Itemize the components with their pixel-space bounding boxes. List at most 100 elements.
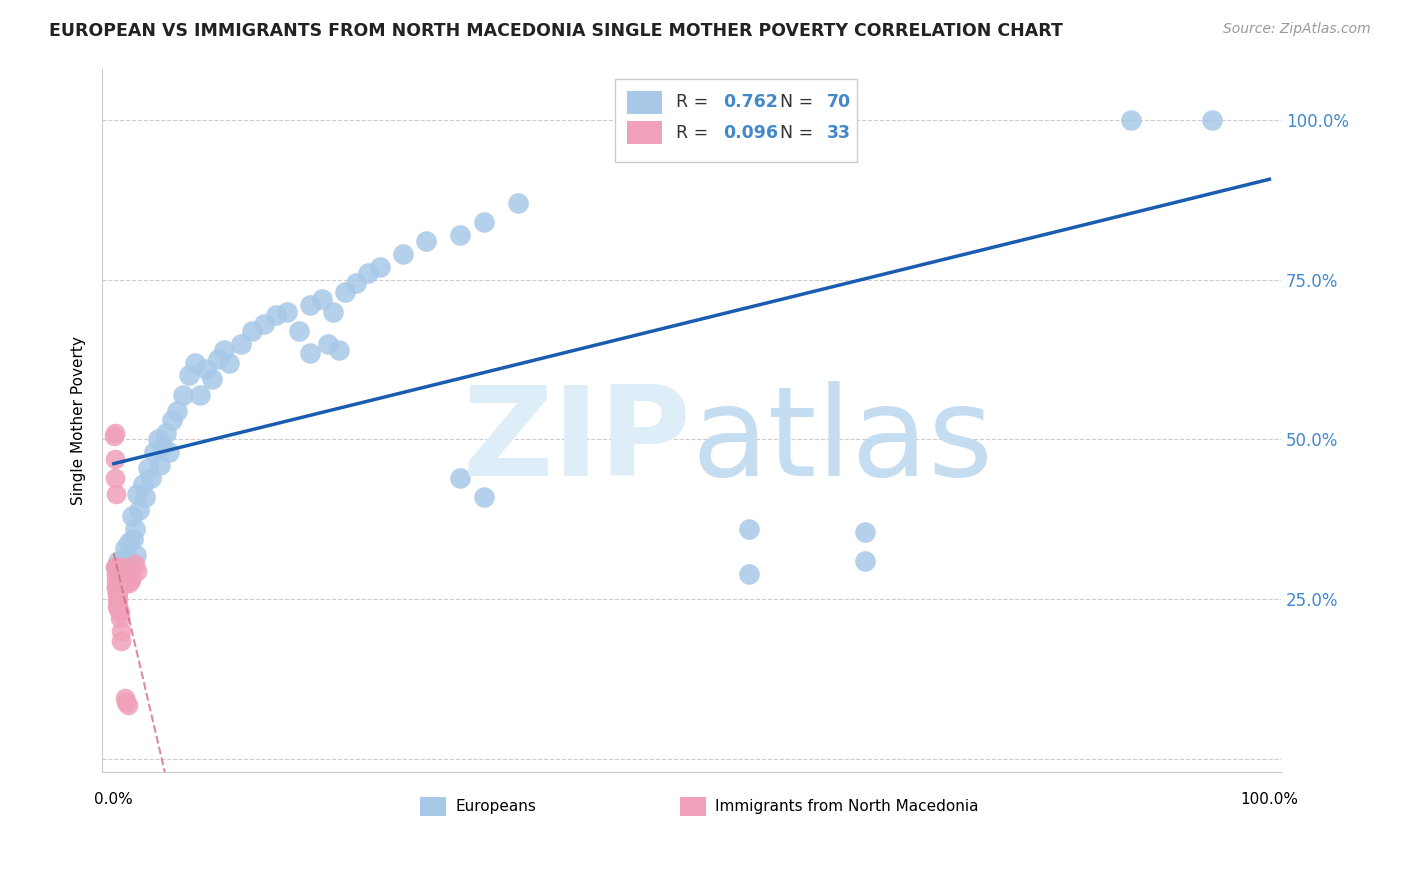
Point [103, 429, 125, 443]
Point [853, 525, 876, 540]
Point [322, 304, 344, 318]
Point [415, 234, 437, 248]
Point [105, 566, 128, 581]
Point [128, 503, 150, 517]
Point [118, 554, 141, 568]
Point [105, 586, 128, 600]
Point [125, 548, 148, 562]
Point [124, 522, 146, 536]
Point [207, 352, 229, 367]
Point [105, 573, 128, 587]
Point [118, 576, 141, 591]
Point [328, 343, 350, 357]
Point [508, 195, 530, 210]
Point [449, 471, 471, 485]
Point [391, 247, 413, 261]
Point [105, 566, 128, 581]
Point [177, 368, 200, 383]
Point [218, 356, 240, 370]
Point [111, 573, 134, 587]
Point [125, 564, 148, 578]
Point [201, 372, 224, 386]
Point [1119, 112, 1142, 127]
Point [299, 298, 322, 312]
Point [172, 387, 194, 401]
Point [120, 573, 142, 587]
Point [212, 343, 235, 357]
Point [107, 586, 129, 600]
Point [149, 458, 172, 472]
Point [139, 471, 162, 485]
Point [472, 215, 495, 229]
Text: 33: 33 [827, 123, 851, 142]
Point [120, 570, 142, 584]
Point [104, 471, 127, 485]
Point [346, 276, 368, 290]
Point [738, 566, 761, 581]
Point [125, 487, 148, 501]
Point [138, 461, 160, 475]
Point [107, 599, 129, 613]
Point [131, 477, 153, 491]
Point [105, 560, 128, 574]
Point [157, 445, 180, 459]
Point [333, 285, 356, 300]
Point [107, 602, 129, 616]
Point [155, 425, 177, 440]
Point [111, 557, 134, 571]
Point [112, 576, 135, 591]
Text: N =: N = [780, 93, 818, 111]
Point [111, 560, 134, 574]
Point [105, 560, 128, 574]
Point [104, 451, 127, 466]
Point [242, 324, 264, 338]
Point [264, 308, 287, 322]
FancyBboxPatch shape [627, 121, 662, 145]
Point [117, 564, 139, 578]
Point [195, 362, 218, 376]
Text: ZIP: ZIP [463, 381, 692, 502]
Point [276, 304, 298, 318]
Point [108, 570, 131, 584]
Point [738, 522, 761, 536]
Point [117, 698, 139, 712]
Point [108, 611, 131, 625]
Point [114, 691, 136, 706]
Point [287, 324, 309, 338]
Text: 70: 70 [827, 93, 851, 111]
Text: 100.0%: 100.0% [1240, 792, 1298, 806]
Point [146, 433, 169, 447]
Text: Europeans: Europeans [456, 799, 537, 814]
Point [311, 292, 333, 306]
Point [115, 550, 138, 565]
Point [190, 387, 212, 401]
Point [1201, 112, 1223, 127]
Point [115, 695, 138, 709]
Point [853, 554, 876, 568]
Point [134, 490, 156, 504]
Point [472, 490, 495, 504]
Point [107, 592, 129, 607]
FancyBboxPatch shape [627, 91, 662, 114]
Point [105, 580, 128, 594]
Point [104, 425, 127, 440]
Point [229, 336, 252, 351]
Point [105, 580, 128, 594]
Point [104, 560, 127, 574]
Text: EUROPEAN VS IMMIGRANTS FROM NORTH MACEDONIA SINGLE MOTHER POVERTY CORRELATION CH: EUROPEAN VS IMMIGRANTS FROM NORTH MACEDO… [49, 22, 1063, 40]
Point [183, 356, 205, 370]
Text: R =: R = [676, 123, 714, 142]
Point [105, 599, 128, 613]
Point [112, 570, 135, 584]
FancyBboxPatch shape [679, 797, 706, 815]
Point [107, 554, 129, 568]
Text: Source: ZipAtlas.com: Source: ZipAtlas.com [1223, 22, 1371, 37]
Point [105, 592, 128, 607]
Point [449, 227, 471, 242]
Text: 0.762: 0.762 [724, 93, 779, 111]
Point [124, 557, 146, 571]
Point [122, 532, 145, 546]
Point [299, 346, 322, 360]
Point [114, 541, 136, 556]
Point [104, 487, 127, 501]
